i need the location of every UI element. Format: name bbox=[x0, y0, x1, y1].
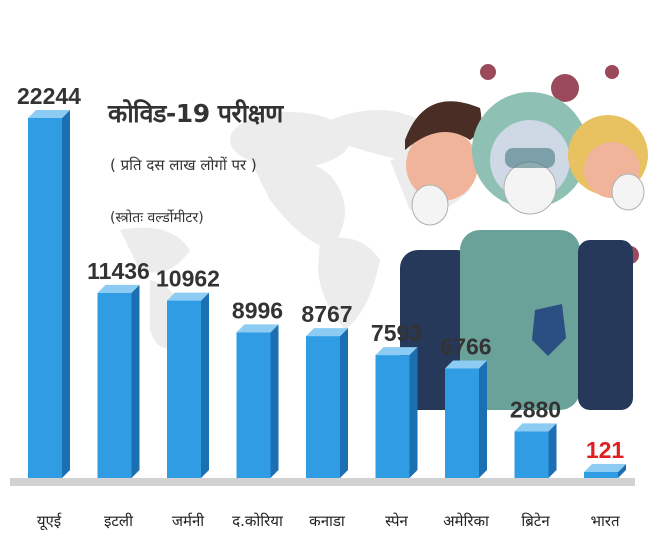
category-label: अमेरिका bbox=[443, 512, 490, 530]
bar-top bbox=[514, 423, 557, 432]
bar bbox=[375, 347, 418, 478]
bar bbox=[584, 464, 626, 478]
category-label: द.कोरिया bbox=[232, 512, 284, 530]
bar bbox=[306, 328, 348, 478]
bar-value-label: 22244 bbox=[17, 83, 81, 109]
bar-front bbox=[28, 118, 62, 478]
bar-side bbox=[618, 464, 626, 478]
category-label: कनाडा bbox=[309, 512, 346, 530]
bar-value-label: 2880 bbox=[510, 396, 561, 422]
bar-side bbox=[62, 110, 70, 478]
bar-value-label: 8996 bbox=[232, 297, 283, 323]
bar-top bbox=[236, 324, 279, 333]
bar-top bbox=[167, 292, 209, 301]
bar bbox=[167, 292, 209, 478]
bar-top bbox=[375, 347, 418, 356]
bar-value-label: 10962 bbox=[156, 266, 220, 292]
bar-side bbox=[409, 347, 418, 478]
bar-value-label: 7593 bbox=[371, 320, 422, 346]
chart-source: (स्त्रोतः वर्ल्डोमीटर) bbox=[110, 210, 204, 226]
bar-side bbox=[548, 423, 557, 478]
category-label: ब्रिटेन bbox=[521, 512, 550, 530]
category-label: स्पेन bbox=[385, 512, 408, 530]
bar-value-label: 121 bbox=[586, 437, 625, 463]
bar-front bbox=[306, 336, 340, 478]
chart-subtitle: ( प्रति दस लाख लोगों पर ) bbox=[110, 156, 257, 174]
category-labels: यूएई इटली जर्मनी द.कोरिया कनाडा स्पेन अमेरिका ब… bbox=[37, 512, 620, 531]
category-label: जर्मनी bbox=[172, 512, 205, 530]
bar-front bbox=[236, 332, 271, 478]
category-label: यूएई bbox=[37, 512, 62, 531]
bar-value-label: 11436 bbox=[87, 258, 150, 284]
chart-title: कोविड-19 परीक्षण bbox=[108, 99, 283, 128]
bar-front bbox=[375, 355, 410, 478]
bars bbox=[28, 110, 626, 478]
bar-value-label: 8767 bbox=[301, 301, 352, 327]
bar-top bbox=[445, 360, 487, 369]
bar-top bbox=[97, 284, 140, 293]
category-label: भारत bbox=[590, 512, 620, 530]
value-labels: 22244 11436 10962 8996 8767 7593 6766 2880 121 bbox=[17, 83, 624, 463]
bar-side bbox=[270, 324, 279, 478]
bar bbox=[28, 110, 70, 478]
bar bbox=[97, 284, 140, 478]
bar-top bbox=[28, 110, 70, 118]
bar-front bbox=[167, 300, 201, 478]
bar-front bbox=[514, 431, 549, 478]
bar-front bbox=[445, 368, 479, 478]
bar-top bbox=[584, 464, 626, 472]
bar-value-label: 6766 bbox=[440, 333, 491, 359]
bar-side bbox=[201, 292, 209, 478]
bar-front bbox=[584, 472, 618, 478]
bar-side bbox=[479, 360, 487, 478]
bar bbox=[445, 360, 487, 478]
bar-side bbox=[131, 284, 140, 478]
bar bbox=[236, 324, 279, 478]
bar-front bbox=[97, 292, 132, 478]
chart-floor bbox=[10, 478, 635, 486]
bar-top bbox=[306, 328, 348, 337]
bar bbox=[514, 423, 557, 478]
masked-people-illustration bbox=[400, 64, 648, 410]
category-label: इटली bbox=[104, 512, 134, 530]
bar-side bbox=[340, 328, 348, 478]
